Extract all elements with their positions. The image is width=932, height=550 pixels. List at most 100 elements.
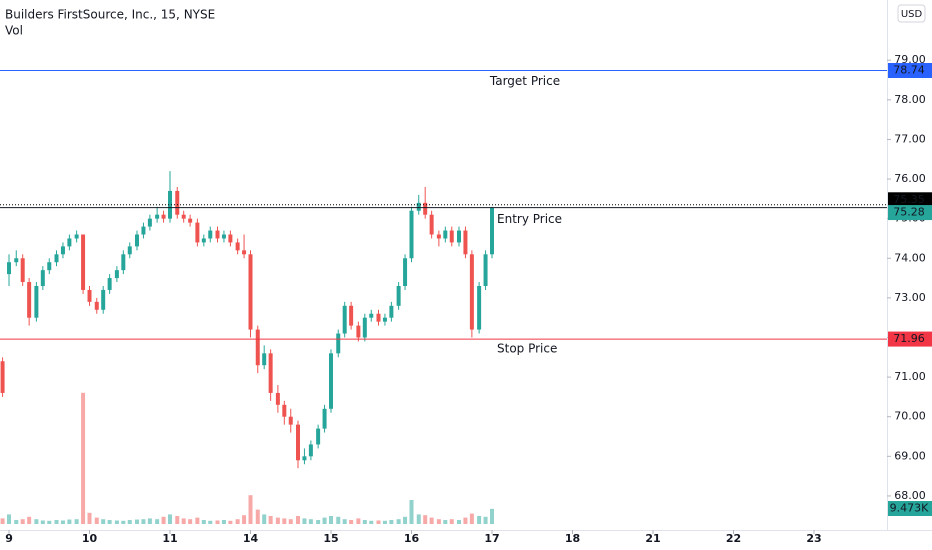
candle-body	[382, 317, 387, 322]
volume-bar	[0, 518, 5, 524]
volume-bar	[349, 520, 354, 524]
volume-bar	[416, 514, 421, 524]
volume-bar	[436, 519, 441, 524]
candle-body	[168, 190, 173, 219]
volume-bar	[423, 515, 428, 524]
candle-body	[416, 202, 421, 211]
volume-bar	[369, 520, 374, 524]
volume-bar	[215, 520, 220, 524]
candle-body	[114, 270, 119, 279]
candle-body	[409, 210, 414, 259]
candle-body	[27, 282, 32, 318]
candle-body	[396, 285, 401, 306]
x-tick-label: 21	[645, 532, 660, 545]
candle-body	[296, 424, 301, 461]
y-tick-label: 69.00	[894, 449, 926, 462]
candle-body	[369, 313, 374, 318]
x-tick-label: 9	[5, 532, 13, 545]
price-line-label: Target Price	[489, 74, 560, 88]
volume-bar	[107, 520, 112, 524]
candle-body	[242, 250, 247, 255]
candle-body	[147, 218, 152, 227]
candle-body	[60, 246, 65, 255]
volume-bar	[175, 516, 180, 524]
volume-bar	[87, 512, 92, 524]
currency: USD	[901, 9, 923, 20]
candle-body	[67, 238, 72, 247]
x-tick-label: 16	[404, 532, 420, 545]
candle-body	[127, 246, 132, 255]
volume-bar	[396, 519, 401, 524]
price-tag	[888, 205, 932, 221]
volume-bar	[127, 520, 132, 524]
volume-bar	[40, 520, 45, 524]
candle-body	[221, 234, 226, 239]
candle-body	[469, 254, 474, 330]
volume-bar	[456, 520, 461, 524]
candle-body	[20, 258, 25, 283]
volume-bar	[477, 516, 482, 524]
currency-badge[interactable]	[897, 4, 926, 23]
volume-bar	[208, 520, 213, 524]
volume-bar	[7, 514, 12, 524]
candle-body	[188, 218, 193, 223]
volume-bar	[288, 519, 293, 524]
price-line-label: Stop Price	[497, 342, 557, 356]
y-tick-label: 71.00	[894, 370, 926, 383]
volume-bar	[34, 519, 39, 524]
candle-body	[135, 234, 140, 247]
volume-bar	[403, 516, 408, 524]
volume-bar	[94, 517, 99, 524]
y-tick-label: 70.00	[894, 410, 926, 423]
price-tag-label: 71.96	[893, 332, 925, 345]
candle-body	[81, 234, 86, 290]
volume-bar	[302, 518, 307, 524]
volume-bar	[101, 519, 106, 524]
candle-body	[423, 202, 428, 215]
volume-bar	[27, 516, 32, 524]
candle-body	[275, 392, 280, 405]
y-tick-label: 73.00	[894, 291, 926, 304]
volume-bar	[81, 392, 86, 524]
volume-bar	[356, 518, 361, 524]
volume-bar	[449, 519, 454, 524]
candle-body	[0, 361, 5, 393]
candle-body	[376, 313, 381, 322]
candle-body	[181, 214, 186, 219]
candle-body	[228, 234, 233, 243]
candle-body	[14, 258, 19, 263]
volume-bar	[147, 518, 152, 524]
candle-body	[403, 258, 408, 286]
x-tick-label: 14	[243, 532, 259, 545]
candle-body	[342, 305, 347, 334]
volume-bar	[135, 519, 140, 524]
candle-body	[288, 416, 293, 425]
chart-title: Builders FirstSource, Inc., 15, NYSE	[5, 8, 215, 22]
x-tick-label: 10	[82, 532, 98, 545]
candle-body	[208, 230, 213, 239]
volume-bar	[14, 520, 19, 524]
volume-bar	[121, 520, 126, 524]
volume-bar	[141, 519, 146, 524]
x-tick-label: 11	[162, 532, 177, 545]
price-tag	[888, 63, 932, 79]
candle-body	[356, 325, 361, 338]
y-tick-label: 74.00	[894, 251, 926, 264]
volume-bar	[114, 520, 119, 524]
candle-body	[175, 190, 180, 215]
x-tick-label: 17	[484, 532, 499, 545]
volume-bar	[376, 520, 381, 524]
candle-body	[87, 289, 92, 302]
volume-title: Vol	[5, 24, 23, 38]
candle-body	[389, 305, 394, 318]
volume-bar	[155, 519, 160, 524]
candle-body	[40, 270, 45, 286]
candle-body	[308, 444, 313, 457]
volume-bar	[242, 515, 247, 524]
price-tag	[888, 331, 932, 347]
volume-bar	[195, 517, 200, 524]
price-tag-label: 78.74	[893, 64, 925, 77]
candle-body	[282, 404, 287, 417]
x-tick-label: 23	[806, 532, 821, 545]
